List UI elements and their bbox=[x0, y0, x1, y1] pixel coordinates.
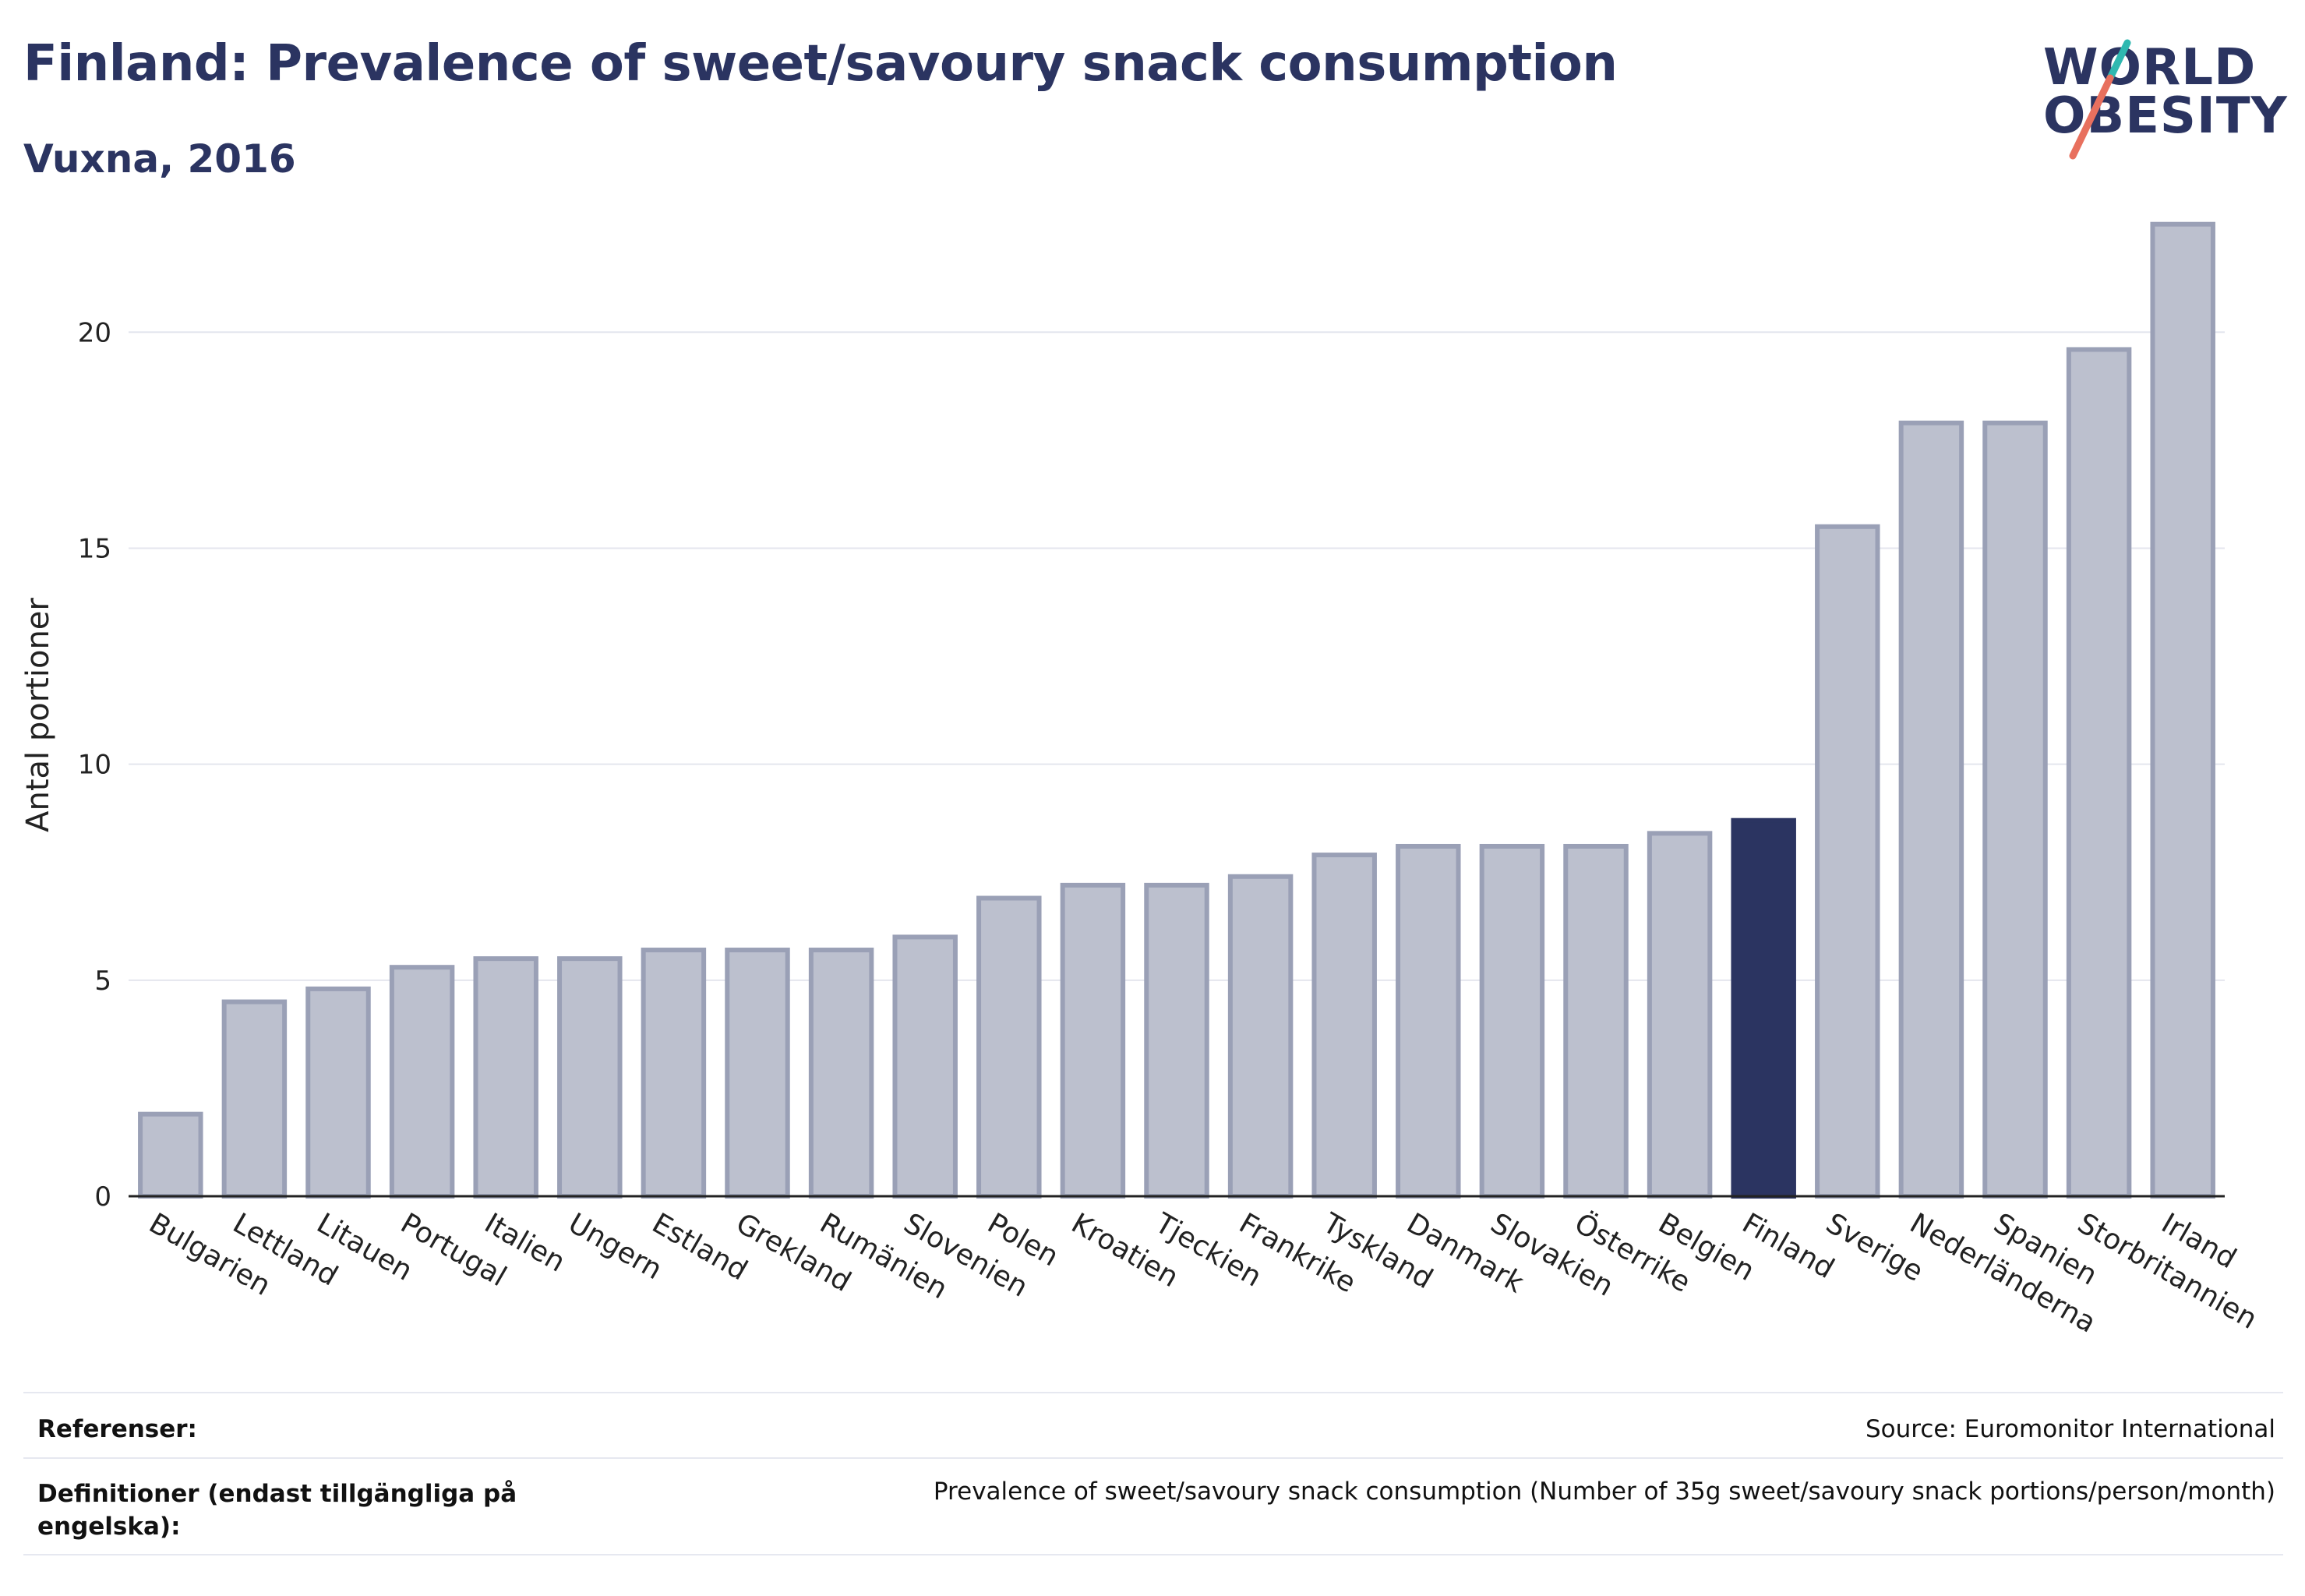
y-tick-label: 20 bbox=[78, 317, 111, 348]
bar bbox=[2066, 347, 2132, 1199]
y-tick-label: 10 bbox=[78, 750, 111, 781]
y-axis-title: Antal portioner bbox=[20, 598, 56, 832]
bar bbox=[221, 999, 288, 1199]
bar bbox=[473, 956, 538, 1199]
references-label: Referenser: bbox=[37, 1415, 197, 1443]
x-axis-labels: BulgarienLettlandLitauenPortugalItalienU… bbox=[143, 1206, 2262, 1339]
bar bbox=[1479, 843, 1545, 1199]
bar bbox=[1060, 882, 1126, 1199]
page-subtitle: Vuxna, 2016 bbox=[23, 136, 296, 182]
bar-chart: 0 5 10 15 20 BulgarienLettlandLitauenPortuga… bbox=[20, 221, 2262, 1340]
bar bbox=[1396, 843, 1461, 1199]
bar bbox=[2150, 221, 2215, 1199]
x-category-label: Sverige bbox=[1820, 1207, 1928, 1288]
page-title: Finland: Prevalence of sweet/savoury sna… bbox=[23, 35, 1618, 93]
bar bbox=[305, 986, 371, 1199]
bar bbox=[1144, 882, 1209, 1199]
y-tick-label: 5 bbox=[94, 966, 111, 997]
bar bbox=[1815, 524, 1880, 1199]
bar bbox=[557, 956, 623, 1199]
bar bbox=[1982, 420, 2048, 1199]
footer-divider-bottom bbox=[23, 1554, 2283, 1555]
references-value: Source: Euromonitor International bbox=[1865, 1415, 2275, 1443]
footer-divider-top bbox=[23, 1392, 2283, 1393]
logo-line-1: WORLD bbox=[2043, 39, 2257, 97]
bar bbox=[1563, 843, 1629, 1199]
bar bbox=[1898, 420, 1964, 1199]
bar bbox=[808, 948, 874, 1199]
bar bbox=[641, 948, 707, 1199]
bar bbox=[1731, 817, 1796, 1199]
logo-slash-icon bbox=[2069, 39, 2131, 160]
bar bbox=[138, 1111, 203, 1199]
bar bbox=[725, 948, 790, 1199]
definitions-value: Prevalence of sweet/savoury snack consum… bbox=[933, 1478, 2275, 1506]
bar bbox=[892, 934, 958, 1199]
footer-divider-middle bbox=[23, 1457, 2283, 1459]
world-obesity-logo: WORLD OBESITY bbox=[2026, 39, 2291, 171]
x-category-label: Finland bbox=[1737, 1207, 1840, 1285]
bar bbox=[1647, 831, 1713, 1199]
y-tick-label: 0 bbox=[94, 1181, 111, 1213]
bar bbox=[1227, 874, 1294, 1199]
x-category-label: Estland bbox=[647, 1207, 753, 1287]
bar bbox=[389, 965, 455, 1199]
x-category-label: Ungern bbox=[563, 1207, 667, 1286]
y-axis-ticks: 0 5 10 15 20 bbox=[78, 317, 111, 1213]
chart-bars bbox=[138, 221, 2215, 1199]
definitions-label: Definitioner (endast tillgängliga på eng… bbox=[37, 1480, 517, 1541]
bar bbox=[976, 895, 1042, 1199]
bar bbox=[1311, 853, 1377, 1199]
y-tick-label: 15 bbox=[78, 533, 111, 564]
